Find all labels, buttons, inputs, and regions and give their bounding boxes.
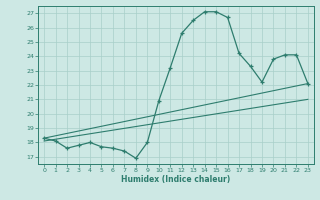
X-axis label: Humidex (Indice chaleur): Humidex (Indice chaleur) <box>121 175 231 184</box>
